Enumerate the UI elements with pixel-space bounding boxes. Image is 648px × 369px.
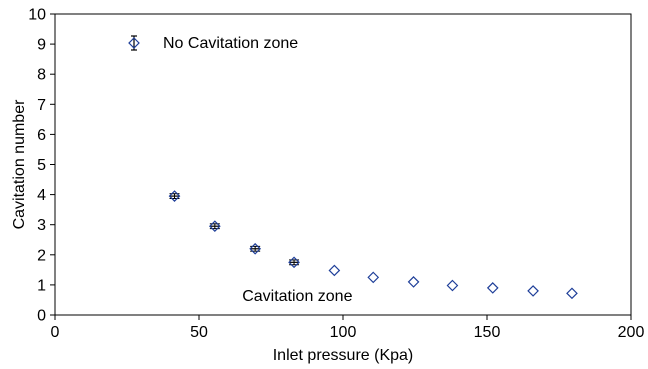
data-point [446,279,459,292]
data-point [527,285,539,297]
y-tick-label: 9 [37,37,46,54]
data-point [407,276,420,288]
x-tick-label: 100 [330,324,357,341]
y-tick-label: 10 [28,7,46,24]
y-axis-label: Cavitation number [11,99,28,230]
data-point [566,287,578,300]
x-tick-label: 200 [618,324,645,341]
y-tick-label: 2 [37,247,46,264]
data-point [288,256,300,269]
legend: No Cavitation zone [128,35,298,52]
legend-label: No Cavitation zone [163,35,298,52]
data-points [168,190,578,300]
y-axis-ticks: 0 1 2 3 4 5 6 7 8 9 10 [28,7,55,325]
x-axis-label: Inlet pressure (Kpa) [273,347,414,364]
y-tick-label: 6 [37,127,46,144]
data-point [367,271,380,284]
y-tick-label: 1 [37,277,46,294]
annotation-cavitation-zone: Cavitation zone [242,288,352,305]
x-tick-label: 0 [51,324,60,341]
data-point [486,282,499,294]
data-point [328,264,341,277]
legend-diamond-icon [128,37,140,49]
y-tick-label: 0 [37,308,46,325]
plot-area-frame [54,13,632,316]
x-tick-label: 50 [190,324,208,341]
y-tick-label: 7 [37,97,46,114]
y-tick-label: 5 [37,157,46,174]
x-tick-label: 150 [474,324,501,341]
data-point [208,220,221,233]
y-tick-label: 3 [37,217,46,234]
data-point [249,242,262,255]
y-tick-label: 4 [37,187,46,204]
x-axis-ticks: 0 50 100 150 200 [51,315,645,341]
legend-marker [128,35,140,51]
data-point [168,190,181,202]
y-tick-label: 8 [37,67,46,84]
